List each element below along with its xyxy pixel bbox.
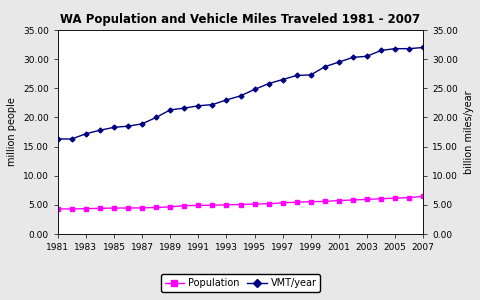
Y-axis label: million people: million people	[7, 98, 17, 166]
Y-axis label: billion miles/year: billion miles/year	[463, 90, 473, 174]
Title: WA Population and Vehicle Miles Traveled 1981 - 2007: WA Population and Vehicle Miles Traveled…	[60, 13, 420, 26]
Legend: Population, VMT/year: Population, VMT/year	[160, 274, 320, 292]
